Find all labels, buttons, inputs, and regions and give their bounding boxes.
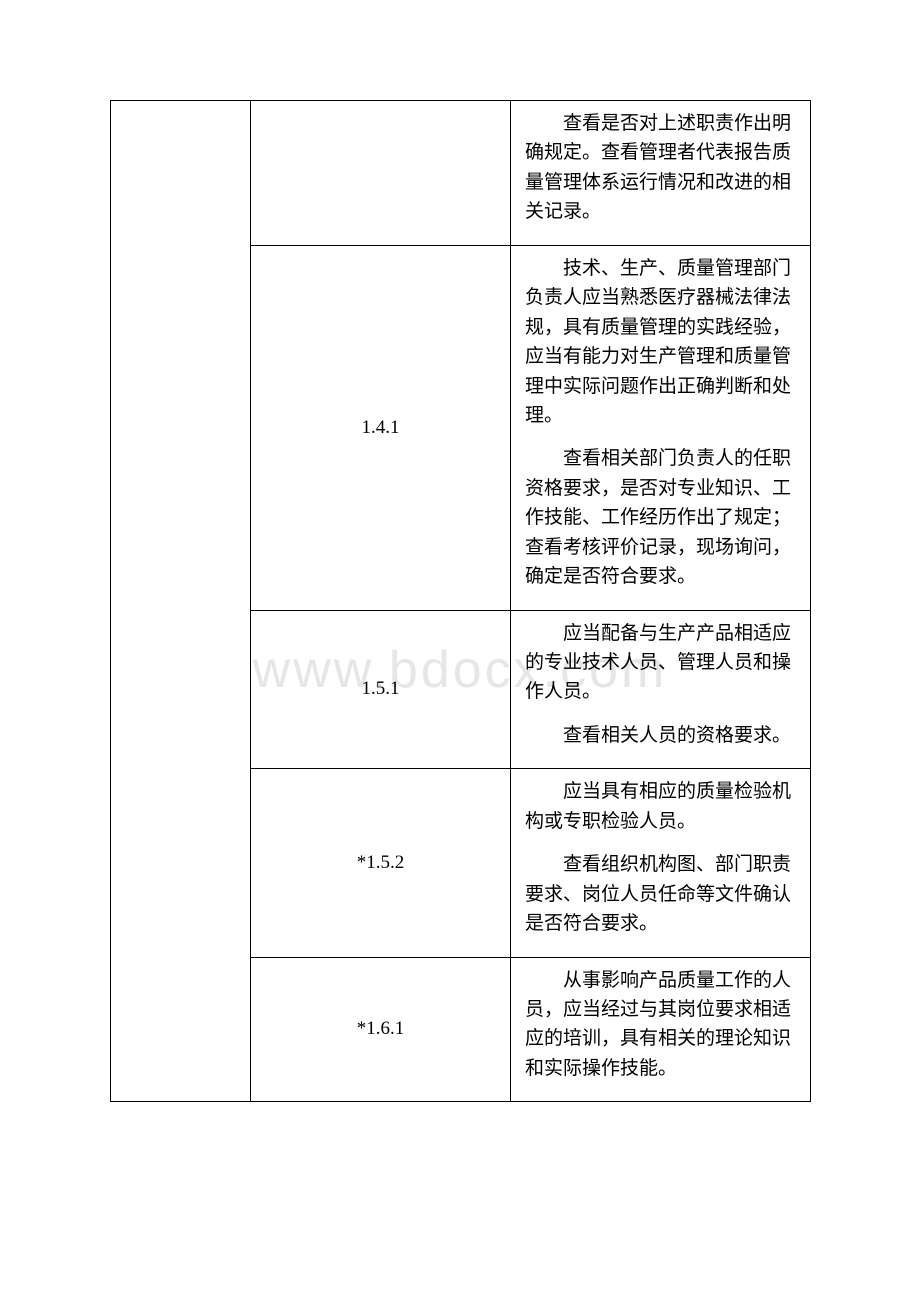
table-row: 查看是否对上述职责作出明确规定。查看管理者代表报告质量管理体系运行情况和改进的相… <box>111 101 811 246</box>
content-table: 查看是否对上述职责作出明确规定。查看管理者代表报告质量管理体系运行情况和改进的相… <box>110 100 811 1102</box>
content-cell: 查看是否对上述职责作出明确规定。查看管理者代表报告质量管理体系运行情况和改进的相… <box>511 101 811 246</box>
content-cell: 应当具有相应的质量检验机构或专职检验人员。 查看组织机构图、部门职责要求、岗位人… <box>511 769 811 957</box>
paragraph: 查看相关人员的资格要求。 <box>525 721 796 750</box>
paragraph: 查看相关部门负责人的任职资格要求，是否对专业知识、工作技能、工作经历作出了规定；… <box>525 444 796 591</box>
id-cell: *1.5.2 <box>251 769 511 957</box>
id-cell <box>251 101 511 246</box>
id-cell: *1.6.1 <box>251 957 511 1102</box>
paragraph: 查看组织机构图、部门职责要求、岗位人员任命等文件确认是否符合要求。 <box>525 850 796 938</box>
paragraph: 查看是否对上述职责作出明确规定。查看管理者代表报告质量管理体系运行情况和改进的相… <box>525 109 796 227</box>
id-cell: 1.5.1 <box>251 610 511 769</box>
content-cell: 技术、生产、质量管理部门负责人应当熟悉医疗器械法律法规，具有质量管理的实践经验，… <box>511 245 811 610</box>
id-cell: 1.4.1 <box>251 245 511 610</box>
paragraph: 从事影响产品质量工作的人员，应当经过与其岗位要求相适应的培训，具有相关的理论知识… <box>525 966 796 1084</box>
page-container: 查看是否对上述职责作出明确规定。查看管理者代表报告质量管理体系运行情况和改进的相… <box>0 0 920 1182</box>
paragraph: 技术、生产、质量管理部门负责人应当熟悉医疗器械法律法规，具有质量管理的实践经验，… <box>525 254 796 431</box>
category-cell <box>111 101 251 1102</box>
content-cell: 从事影响产品质量工作的人员，应当经过与其岗位要求相适应的培训，具有相关的理论知识… <box>511 957 811 1102</box>
paragraph: 应当配备与生产产品相适应的专业技术人员、管理人员和操作人员。 <box>525 619 796 707</box>
content-cell: 应当配备与生产产品相适应的专业技术人员、管理人员和操作人员。 查看相关人员的资格… <box>511 610 811 769</box>
paragraph: 应当具有相应的质量检验机构或专职检验人员。 <box>525 777 796 836</box>
